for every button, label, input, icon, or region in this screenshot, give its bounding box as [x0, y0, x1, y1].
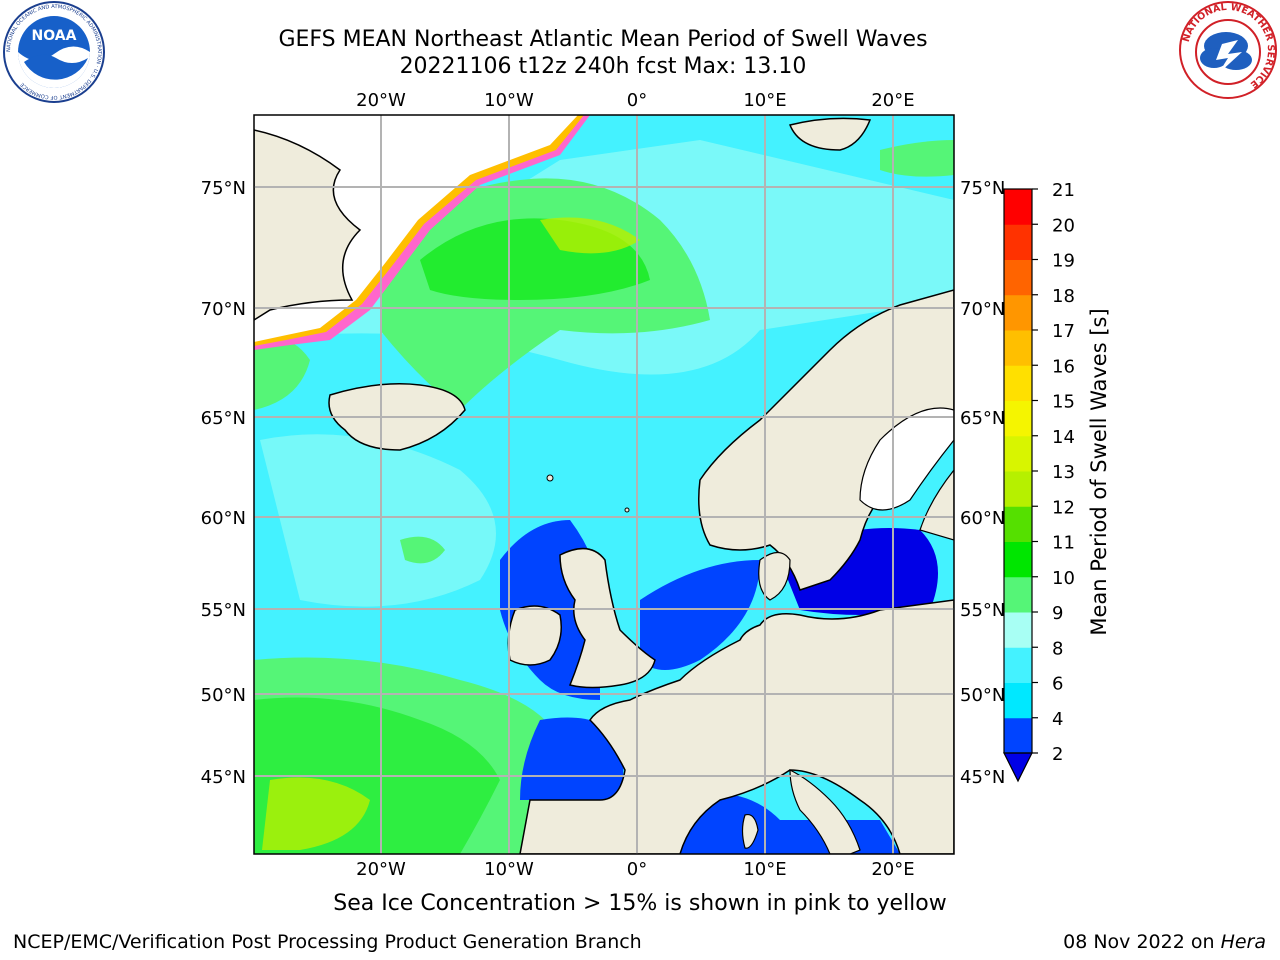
colorbar-segment	[1004, 435, 1032, 472]
colorbar-tick-label: 4	[1052, 709, 1063, 730]
colorbar-tick-label: 21	[1052, 180, 1075, 201]
colorbar-tick-label: 6	[1052, 674, 1063, 695]
lon-label-top: 10°W	[484, 90, 534, 111]
map-frame	[253, 114, 955, 855]
colorbar-tick-label: 20	[1052, 215, 1075, 236]
colorbar-tick-label: 14	[1052, 427, 1075, 448]
lat-label-left: 55°N	[201, 600, 246, 621]
swell-yellow-north	[540, 217, 640, 254]
colorbar-segment	[1004, 365, 1032, 401]
lat-label-left: 45°N	[201, 767, 246, 788]
chart-title: GEFS MEAN Northeast Atlantic Mean Period…	[278, 27, 928, 52]
colorbar-extend-arrow	[1003, 752, 1033, 783]
colorbar-tick-label: 16	[1052, 356, 1075, 377]
land-svalbard	[788, 117, 872, 151]
colorbar-segment	[1004, 294, 1032, 331]
colorbar-tick-label: 8	[1052, 638, 1063, 659]
lon-label-top: 10°E	[743, 90, 786, 111]
colorbar-tick-label: 17	[1052, 321, 1075, 342]
colorbar: 2 4 6 8 9 10 11 12 13 14 15 16 17 18 19 20 21	[1003, 180, 1075, 783]
colorbar-segment	[1004, 400, 1032, 437]
noaa-logo-text: NOAA	[32, 28, 77, 44]
land-great-britain	[559, 547, 656, 689]
land-denmark	[758, 551, 791, 601]
colorbar-tick-label: 15	[1052, 392, 1075, 413]
colorbar-segment	[1004, 541, 1032, 578]
lat-label-right: 55°N	[960, 600, 1005, 621]
land-corsica	[741, 813, 759, 849]
colorbar-tick-label: 9	[1052, 603, 1063, 624]
swell-green-west	[254, 337, 310, 410]
lat-label-left: 60°N	[201, 508, 246, 529]
colorbar-label: Mean Period of Swell Waves [s]	[1087, 308, 1111, 635]
lon-label-bottom: 0°	[627, 859, 647, 880]
lat-label-left: 70°N	[201, 299, 246, 320]
colorbar-segment	[1004, 330, 1032, 366]
colorbar-segment	[1004, 224, 1032, 260]
land-greenland	[254, 129, 362, 321]
footer-date-text: 08 Nov 2022 on	[1063, 931, 1221, 953]
nws-logo: NATIONAL WEATHER SERVICE	[1179, 1, 1277, 99]
footer-credit: NCEP/EMC/Verification Post Processing Pr…	[13, 931, 642, 953]
sea-ice-note: Sea Ice Concentration > 15% is shown in …	[333, 891, 947, 916]
lat-label-right: 70°N	[960, 299, 1005, 320]
lat-label-left: 50°N	[201, 685, 246, 706]
lat-label-right: 65°N	[960, 408, 1005, 429]
colorbar-segment	[1004, 471, 1032, 507]
swell-yellow-south	[262, 777, 370, 850]
gulf-of-bothnia	[859, 407, 954, 511]
land-ireland	[507, 605, 562, 666]
graticule	[254, 115, 954, 854]
colorbar-segment	[1004, 189, 1032, 225]
colorbar-tick-label: 18	[1052, 286, 1075, 307]
map-area	[254, 115, 954, 854]
lon-label-bottom: 20°E	[871, 859, 914, 880]
lon-label-bottom: 10°W	[484, 859, 534, 880]
noaa-logo: NOAA NATIONAL OCEANIC AND ATMOSPHERIC AD…	[3, 1, 105, 103]
lat-label-right: 45°N	[960, 767, 1005, 788]
lat-label-right: 60°N	[960, 508, 1005, 529]
colorbar-segment	[1004, 259, 1032, 296]
lon-label-bottom: 20°W	[356, 859, 406, 880]
colorbar-tick-label: 10	[1052, 568, 1075, 589]
swell-green-patch	[400, 536, 445, 564]
lon-label-bottom: 10°E	[743, 859, 786, 880]
chart-subtitle: 20221106 t12z 240h fcst Max: 13.10	[399, 54, 807, 79]
lon-label-top: 0°	[627, 90, 647, 111]
footer-date: 08 Nov 2022 on Hera	[1063, 931, 1266, 953]
colorbar-segment	[1004, 682, 1032, 719]
land-italy	[789, 769, 861, 854]
lat-label-right: 75°N	[960, 178, 1005, 199]
footer-host: Hera	[1220, 931, 1266, 953]
colorbar-segment	[1004, 647, 1032, 683]
colorbar-tick-label: 12	[1052, 497, 1075, 518]
colorbar-segment	[1004, 506, 1032, 542]
lat-label-left: 65°N	[201, 408, 246, 429]
swell-blue-biscay	[520, 717, 624, 800]
colorbar-tick-label: 13	[1052, 462, 1075, 483]
land-finland	[919, 469, 954, 541]
land-shetland	[624, 507, 630, 513]
swell-blue-northsea	[640, 560, 760, 670]
swell-green-barents	[880, 140, 954, 177]
lon-label-top: 20°E	[871, 90, 914, 111]
land-faroe	[546, 474, 554, 482]
lon-label-top: 20°W	[356, 90, 406, 111]
colorbar-tick-label: 2	[1052, 744, 1063, 765]
colorbar-segment	[1004, 717, 1032, 754]
colorbar-tick-label: 11	[1052, 533, 1075, 554]
lat-label-right: 50°N	[960, 685, 1005, 706]
colorbar-tick-label: 19	[1052, 251, 1075, 272]
ocean-patch	[260, 434, 496, 607]
colorbar-segment	[1004, 576, 1032, 613]
lat-label-left: 75°N	[201, 178, 246, 199]
colorbar-segment	[1004, 612, 1032, 648]
